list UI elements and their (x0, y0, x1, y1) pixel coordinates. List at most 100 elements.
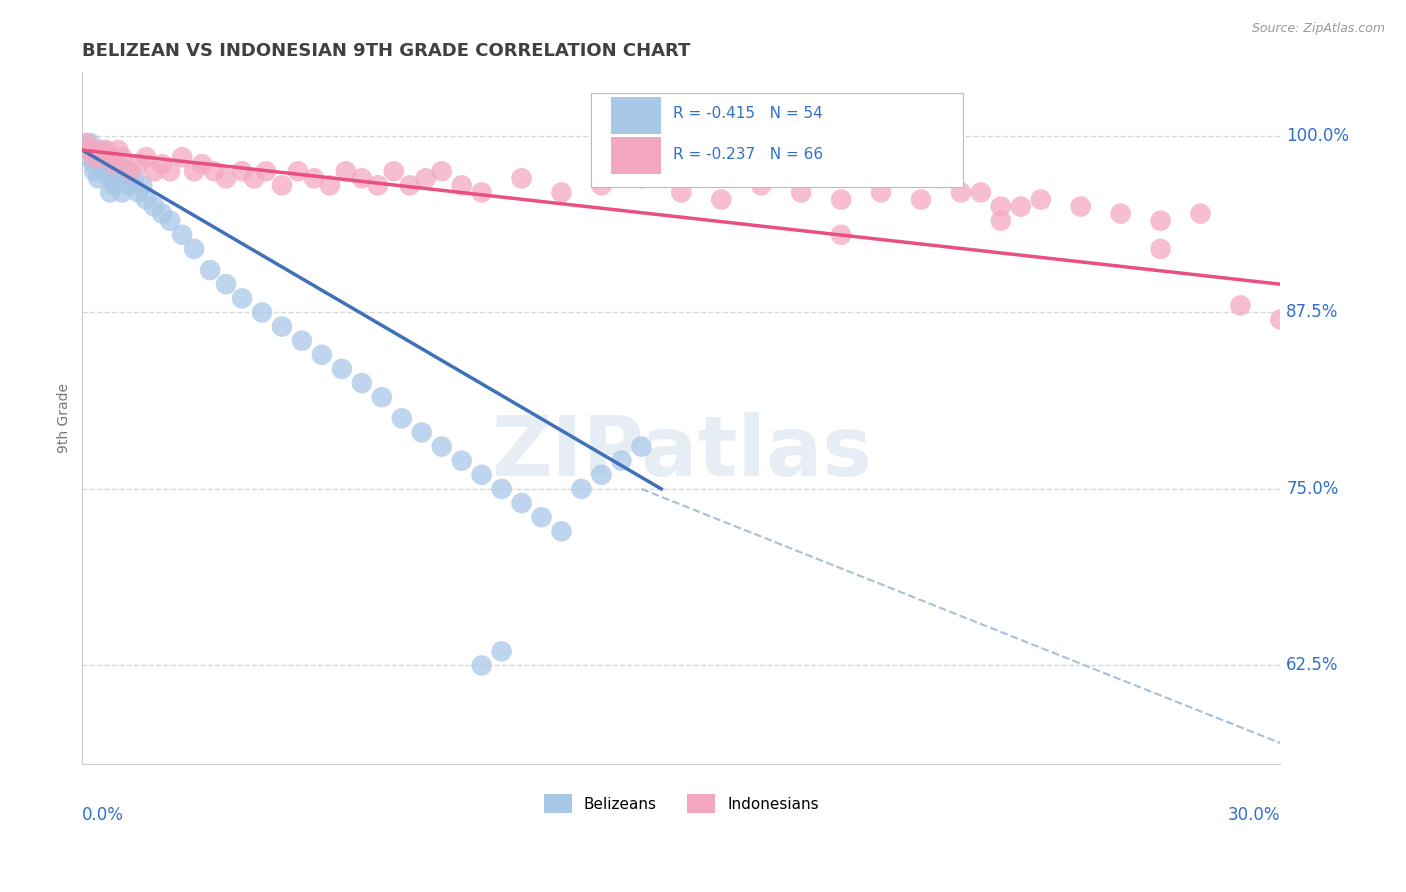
Text: R = -0.237   N = 66: R = -0.237 N = 66 (673, 146, 823, 161)
Point (96, 164, 118, 178)
Point (1189, 206, 1212, 220)
Point (350, 376, 373, 390)
Point (330, 362, 353, 376)
Point (98, 171, 121, 186)
Point (571, 482, 593, 496)
Point (183, 242, 205, 256)
Point (630, 150, 652, 164)
Point (135, 193, 157, 207)
Point (710, 193, 733, 207)
Point (202, 164, 225, 178)
Point (1109, 206, 1132, 220)
Point (1229, 298, 1251, 312)
Text: ZIPatlas: ZIPatlas (491, 412, 872, 493)
Point (311, 348, 333, 362)
Point (1149, 242, 1171, 256)
Text: 30.0%: 30.0% (1227, 805, 1281, 824)
Point (122, 171, 145, 186)
Point (610, 453, 633, 467)
Point (198, 263, 221, 277)
Point (103, 178, 125, 193)
Point (350, 171, 373, 186)
Point (430, 440, 453, 454)
Point (83, 150, 105, 164)
Point (949, 186, 972, 200)
Point (172, 150, 194, 164)
Text: 62.5%: 62.5% (1286, 657, 1339, 674)
Point (671, 186, 693, 200)
Point (271, 319, 294, 334)
Point (250, 305, 273, 319)
Point (107, 157, 129, 171)
Text: 0.0%: 0.0% (83, 805, 124, 824)
Point (127, 186, 149, 200)
Point (510, 496, 533, 510)
Point (271, 178, 294, 193)
Point (830, 227, 852, 242)
Point (910, 193, 932, 207)
Point (254, 164, 277, 178)
Point (91, 143, 114, 157)
Point (471, 467, 494, 482)
Point (150, 157, 173, 171)
FancyBboxPatch shape (610, 96, 661, 134)
Point (1029, 193, 1052, 207)
Point (87, 171, 110, 186)
Point (630, 171, 652, 186)
Point (83, 164, 105, 178)
Point (75, 136, 97, 150)
Text: BELIZEAN VS INDONESIAN 9TH GRADE CORRELATION CHART: BELIZEAN VS INDONESIAN 9TH GRADE CORRELA… (83, 42, 690, 60)
Point (191, 157, 214, 171)
Point (371, 390, 394, 404)
Point (98, 150, 121, 164)
Point (87, 150, 110, 164)
Text: R = -0.415   N = 54: R = -0.415 N = 54 (673, 106, 823, 121)
Point (150, 206, 173, 220)
Point (107, 143, 129, 157)
Point (79, 143, 101, 157)
Point (143, 200, 166, 214)
Point (630, 440, 652, 454)
Point (111, 150, 134, 164)
Point (770, 128, 793, 143)
FancyBboxPatch shape (592, 93, 963, 186)
Y-axis label: 9th Grade: 9th Grade (58, 384, 72, 453)
Point (929, 171, 952, 186)
Point (550, 186, 572, 200)
Point (120, 178, 142, 193)
Point (990, 200, 1012, 214)
Point (1070, 200, 1092, 214)
Point (749, 178, 772, 193)
Point (231, 164, 253, 178)
Point (91, 157, 114, 171)
Text: 87.5%: 87.5% (1286, 303, 1339, 321)
Point (172, 227, 194, 242)
Point (103, 164, 125, 178)
Point (430, 164, 453, 178)
Point (135, 150, 157, 164)
Point (450, 178, 472, 193)
Point (127, 157, 149, 171)
Point (79, 143, 101, 157)
Point (91, 150, 114, 164)
Point (790, 186, 813, 200)
Point (990, 213, 1012, 227)
Point (415, 171, 437, 186)
Point (120, 164, 142, 178)
Point (970, 186, 993, 200)
Point (530, 510, 553, 524)
Point (830, 193, 852, 207)
Legend: Belizeans, Indonesians: Belizeans, Indonesians (538, 788, 825, 819)
Point (302, 171, 325, 186)
Point (143, 164, 166, 178)
Point (231, 291, 253, 305)
Point (471, 186, 494, 200)
Text: Source: ZipAtlas.com: Source: ZipAtlas.com (1251, 22, 1385, 36)
Point (111, 186, 134, 200)
Point (335, 164, 357, 178)
Point (319, 178, 342, 193)
Point (1010, 200, 1032, 214)
Point (491, 482, 513, 496)
Point (183, 164, 205, 178)
Point (75, 150, 97, 164)
